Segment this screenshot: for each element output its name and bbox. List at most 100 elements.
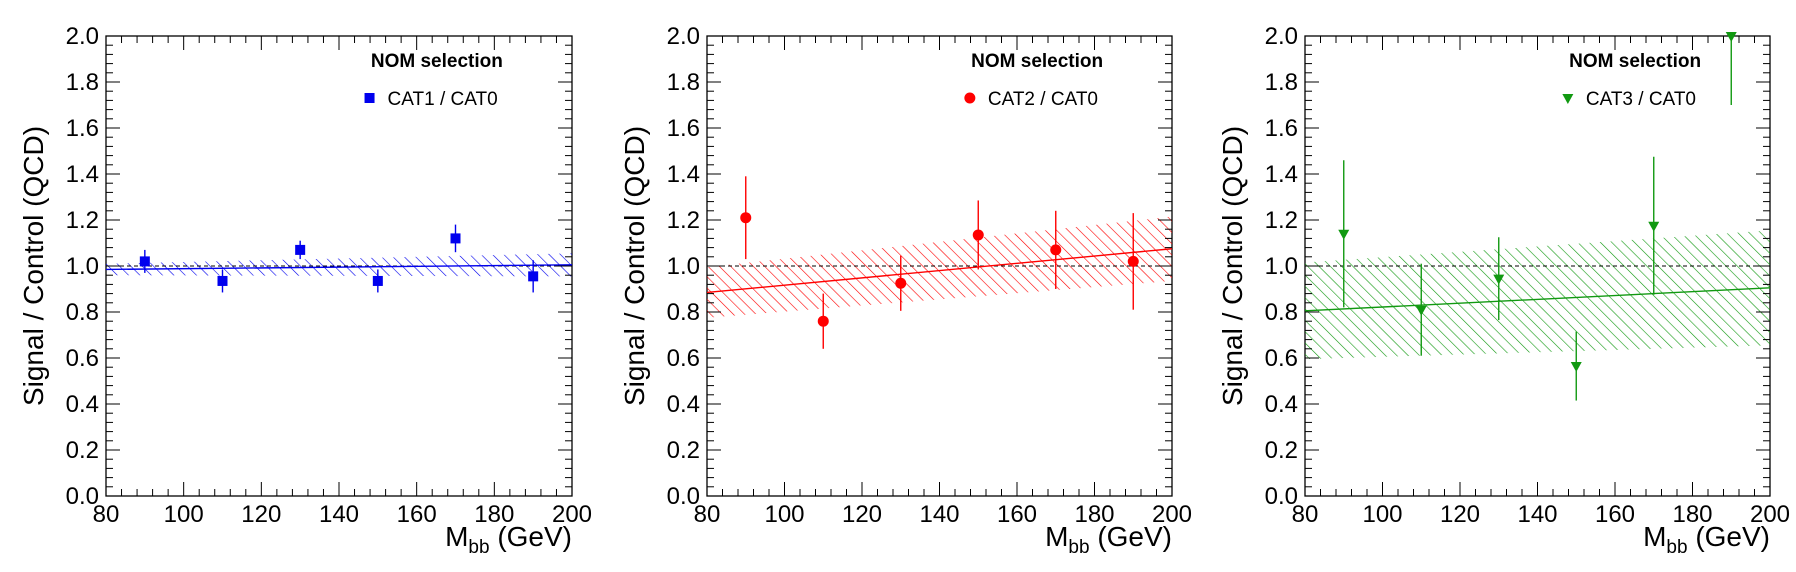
x-tick-label: 100 [764,501,804,528]
x-tick-label: 200 [552,501,592,528]
data-point [1415,305,1427,316]
x-axis-label-unit: (GeV) [497,521,572,552]
x-axis-label-space [1688,521,1696,552]
x-tick-label: 100 [164,501,204,528]
x-tick-label: 180 [1672,501,1712,528]
y-tick-label: 1.4 [66,161,99,188]
data-point [450,233,461,244]
x-axis-label-subscript: bb [1666,537,1687,558]
x-tick-label: 120 [842,501,882,528]
x-tick-label: 80 [694,501,721,528]
y-tick-label: 1.4 [1265,161,1298,188]
y-tick-label: 0.0 [667,483,700,510]
y-tick-label: 1.0 [667,253,700,280]
x-tick-label: 100 [1362,501,1402,528]
x-tick-label: 140 [1517,501,1557,528]
legend: NOM selection CAT3 / CAT0 [1562,51,1701,110]
data-point [372,275,383,286]
legend-title: NOM selection [1569,51,1701,72]
x-axis-label-main: M [1045,521,1068,552]
fit-line [706,248,1173,294]
y-tick-label: 2.0 [66,23,99,50]
x-tick-label: 80 [93,501,120,528]
y-tick-label: 0.8 [1265,299,1298,326]
y-axis-label: Signal / Control (QCD) [1217,126,1248,406]
y-tick-label: 0.6 [66,345,99,372]
data-point [1050,244,1062,256]
x-tick-label: 160 [997,501,1037,528]
y-tick-label: 1.6 [66,115,99,142]
data-point [817,315,829,327]
y-tick-label: 0.2 [1265,437,1298,464]
y-tick-label: 0.4 [1265,391,1298,418]
chart-panel-3: 80 100 120 140 160 180 200 0.0 0.2 0.4 0.6 0.8 1.0 1.… [1217,23,1790,558]
y-tick-label: 0.4 [667,391,700,418]
legend-title: NOM selection [371,51,503,72]
data-point [1725,32,1737,42]
y-tick-label: 2.0 [1265,23,1298,50]
x-tick-label: 200 [1152,501,1192,528]
y-tick-label: 0.2 [667,437,700,464]
x-tick-label: 140 [319,501,359,528]
data-point [1570,362,1582,373]
y-axis-label: Signal / Control (QCD) [619,126,650,406]
y-tick-label: 1.8 [66,69,99,96]
data-point [217,275,228,286]
x-tick-label: 140 [919,501,959,528]
data-point [1127,255,1139,267]
x-tick-label: 180 [1074,501,1114,528]
legend: NOM selection CAT1 / CAT0 [364,51,503,110]
x-axis-label-unit: (GeV) [1097,521,1172,552]
data-point [139,256,150,267]
fit-uncertainty-band [707,216,1172,318]
y-tick-label: 1.0 [66,253,99,280]
y-tick-label: 0.0 [1265,483,1298,510]
series-1 [740,176,1139,349]
data-point [1338,229,1350,240]
fit-line [105,264,573,271]
chart-panel-2: 80 100 120 140 160 180 200 0.0 0.2 0.4 0.6 0.8 1.0 1.… [619,23,1192,558]
y-tick-label: 0.4 [66,391,99,418]
y-tick-label: 1.6 [1265,115,1298,142]
fit-line [1304,287,1771,312]
y-tick-label: 1.6 [667,115,700,142]
y-tick-label: 0.6 [1265,345,1298,372]
y-tick-label: 1.4 [667,161,700,188]
x-tick-label: 80 [1292,501,1319,528]
x-axis-label-space [490,521,498,552]
data-point [295,244,306,255]
y-tick-label: 1.2 [1265,207,1298,234]
x-axis-label-space [1090,521,1098,552]
legend: NOM selection CAT2 / CAT0 [964,51,1103,110]
series-1 [139,224,539,293]
legend-marker [1562,94,1574,104]
legend-label: CAT1 / CAT0 [388,89,498,110]
data-point [1493,274,1505,285]
x-tick-label: 200 [1750,501,1790,528]
legend-label: CAT2 / CAT0 [988,89,1098,110]
legend-marker [964,92,976,104]
data-point [972,229,984,241]
data-point [1648,221,1660,232]
fit-uncertainty-band [1305,230,1770,360]
y-tick-label: 0.6 [667,345,700,372]
data-point [740,212,752,224]
y-tick-label: 0.2 [66,437,99,464]
x-tick-label: 160 [397,501,437,528]
x-axis-label-subscript: bb [468,537,489,558]
x-tick-label: 180 [474,501,514,528]
data-point [895,277,907,289]
x-axis-label: Mbb (GeV) [1643,521,1770,558]
legend-marker [364,93,375,103]
x-tick-label: 120 [241,501,281,528]
x-axis-label-subscript: bb [1068,537,1089,558]
x-tick-label: 120 [1440,501,1480,528]
x-axis-label: Mbb (GeV) [445,521,572,558]
series-1 [1338,32,1737,401]
y-tick-label: 0.8 [667,299,700,326]
data-point [528,271,539,282]
y-tick-label: 0.0 [66,483,99,510]
y-tick-label: 1.0 [1265,253,1298,280]
y-tick-label: 0.8 [66,299,99,326]
